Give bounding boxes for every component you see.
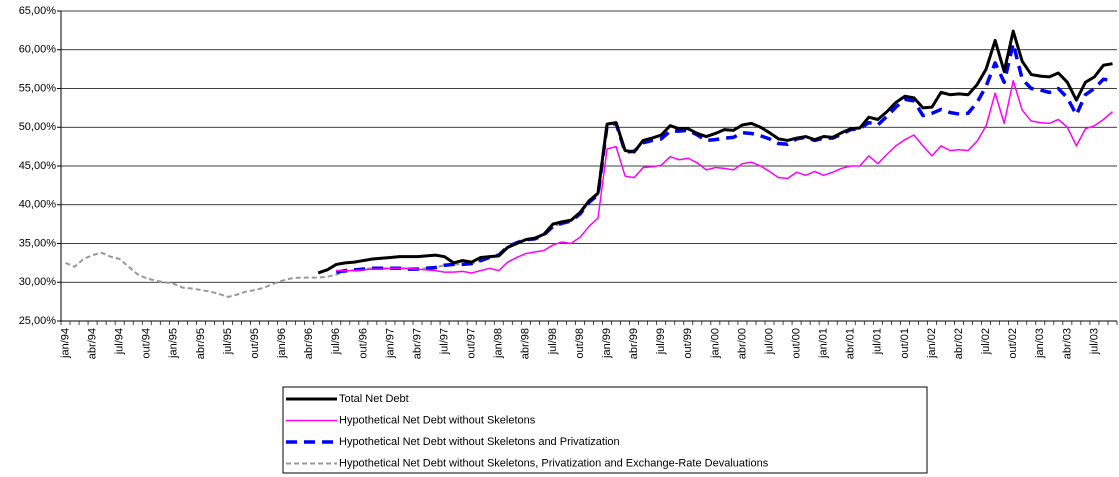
x-tick-label: out/94	[141, 328, 153, 359]
x-tick-label: jul/98	[547, 328, 559, 355]
legend-label: Total Net Debt	[339, 393, 409, 405]
series-line	[65, 193, 599, 298]
x-tick-label: jul/02	[980, 328, 992, 355]
x-tick-label: out/95	[249, 328, 261, 359]
x-tick-label: abr/02	[953, 328, 965, 359]
y-tick-label: 50,00%	[19, 121, 57, 133]
x-tick-label: jan/02	[926, 328, 938, 359]
x-tick-label: abr/00	[736, 328, 748, 359]
x-tick-label: jan/95	[168, 328, 180, 359]
x-tick-label: jan/96	[276, 328, 288, 359]
x-tick-label: jul/95	[222, 328, 234, 355]
y-tick-label: 35,00%	[19, 237, 57, 249]
legend-box	[282, 386, 928, 474]
x-tick-label: abr/98	[520, 328, 532, 359]
x-tick-label: jan/03	[1034, 328, 1046, 359]
x-tick-label: out/01	[899, 328, 911, 359]
y-tick-label: 40,00%	[19, 199, 57, 211]
legend-label: Hypothetical Net Debt without Skeletons …	[339, 436, 620, 448]
x-tick-label: jan/97	[384, 328, 396, 359]
series-line	[335, 41, 1113, 274]
series-line	[317, 29, 1113, 275]
x-tick-label: jul/99	[655, 328, 667, 355]
x-tick-label: jul/94	[114, 328, 126, 355]
x-tick-label: abr/01	[845, 328, 857, 359]
x-tick-label: abr/97	[411, 328, 423, 359]
x-tick-label: jul/00	[763, 328, 775, 355]
x-tick-label: abr/03	[1061, 328, 1073, 359]
x-tick-label: jan/01	[818, 328, 830, 359]
x-tick-label: abr/95	[195, 328, 207, 359]
y-tick-label: 25,00%	[19, 315, 57, 327]
x-tick-label: jan/00	[709, 328, 721, 359]
x-tick-label: jan/99	[601, 328, 613, 359]
x-tick-label: out/99	[682, 328, 694, 359]
x-tick-label: jan/98	[493, 328, 505, 359]
series-line	[336, 80, 1113, 274]
legend-label: Hypothetical Net Debt without Skeletons	[339, 414, 536, 426]
x-tick-label: jul/01	[872, 328, 884, 355]
x-tick-label: out/00	[790, 328, 802, 359]
y-tick-label: 55,00%	[19, 82, 57, 94]
x-tick-label: out/02	[1007, 328, 1019, 359]
y-tick-label: 60,00%	[19, 44, 57, 56]
y-tick-label: 45,00%	[19, 160, 57, 172]
x-tick-label: out/96	[357, 328, 369, 359]
x-tick-label: abr/94	[86, 328, 98, 359]
x-tick-label: abr/96	[303, 328, 315, 359]
legend-label: Hypothetical Net Debt without Skeletons,…	[339, 457, 769, 469]
x-tick-label: jan/94	[59, 328, 71, 359]
x-tick-label: jul/97	[438, 328, 450, 355]
x-tick-label: jul/96	[330, 328, 342, 355]
x-tick-label: out/98	[574, 328, 586, 359]
x-tick-label: jul/03	[1088, 328, 1100, 355]
x-tick-label: abr/99	[628, 328, 640, 359]
y-tick-label: 30,00%	[19, 276, 57, 288]
x-tick-label: out/97	[466, 328, 478, 359]
y-tick-label: 65,00%	[19, 5, 57, 17]
